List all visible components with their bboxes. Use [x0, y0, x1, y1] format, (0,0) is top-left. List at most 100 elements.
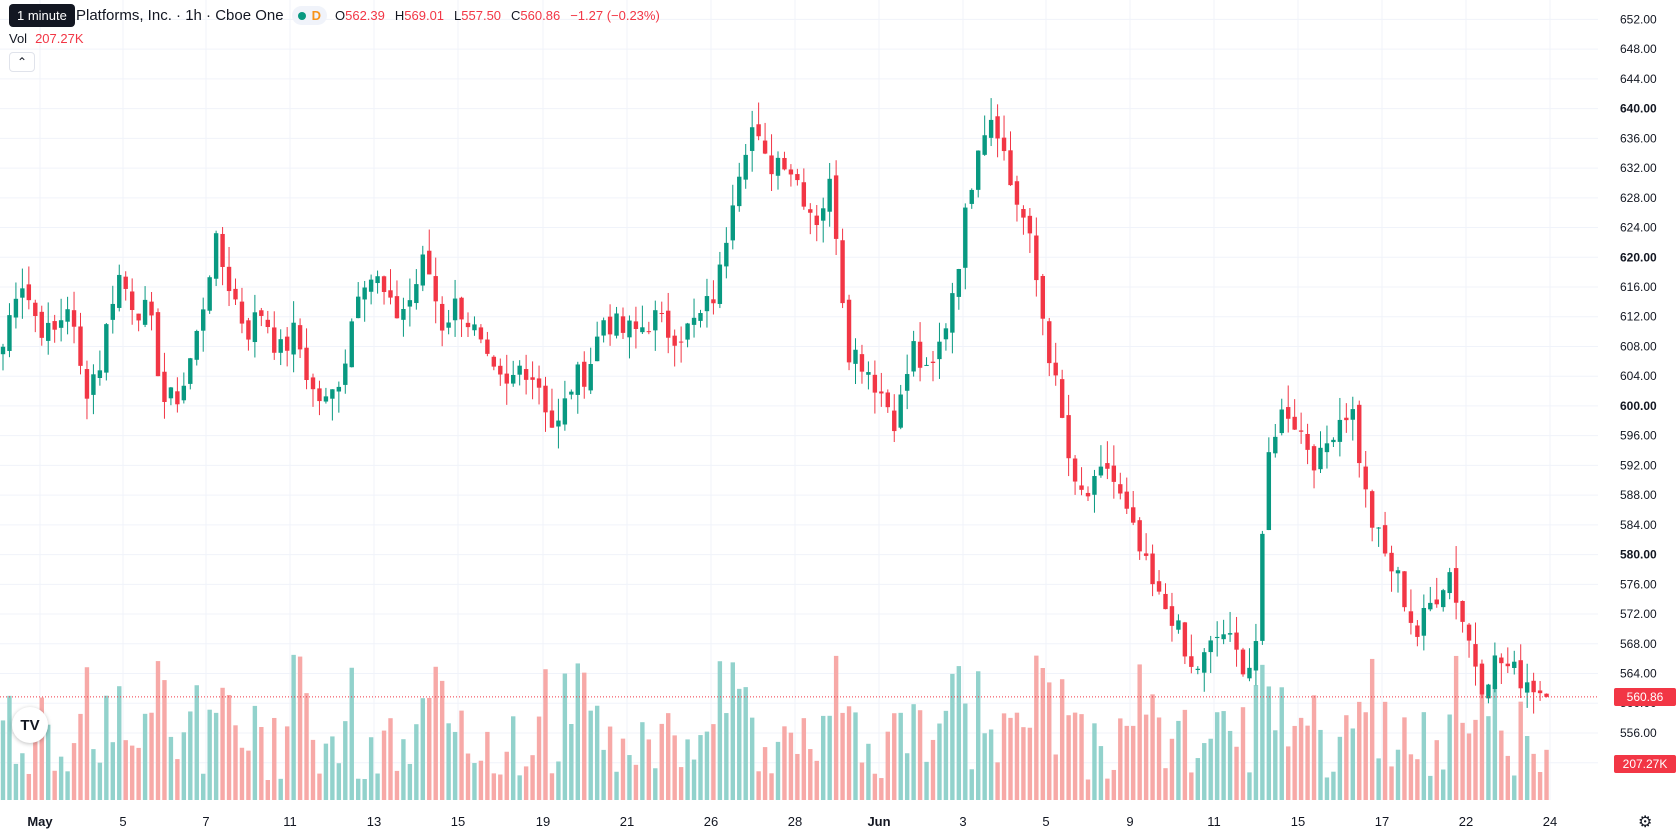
- candle-body: [123, 276, 128, 289]
- time-tick-label: 21: [620, 814, 634, 829]
- volume-bar: [833, 655, 839, 800]
- volume-bar: [976, 671, 981, 800]
- ohlc-values: O562.39 H569.01 L557.50 C560.86 −1.27 (−…: [335, 8, 660, 23]
- volume-bar: [969, 769, 974, 800]
- volume-bar: [142, 713, 148, 800]
- volume-bar: [1512, 775, 1517, 800]
- volume-bar: [1544, 749, 1549, 800]
- price-tick-label: 592.00: [1620, 458, 1657, 472]
- volume-bar: [1040, 668, 1045, 800]
- volume-bar: [1047, 682, 1052, 800]
- time-tick-label: 5: [1042, 814, 1049, 829]
- tradingview-logo[interactable]: TV: [12, 707, 48, 743]
- candle-body: [97, 370, 103, 379]
- candle-body: [1505, 663, 1510, 667]
- volume-bar: [117, 686, 122, 800]
- price-tick-label: 624.00: [1620, 221, 1657, 235]
- time-tick-label: May: [27, 814, 53, 829]
- status-badges[interactable]: D: [291, 6, 327, 25]
- candle-body: [175, 391, 180, 405]
- volume-bar: [769, 773, 774, 800]
- volume-bar: [930, 739, 936, 800]
- candle-body: [317, 388, 322, 402]
- volume-bar: [749, 717, 755, 800]
- volume-bar: [123, 740, 128, 800]
- candle-body: [969, 189, 974, 204]
- candle-body: [1428, 602, 1433, 610]
- volume-bar: [853, 712, 858, 800]
- candle-body: [1331, 439, 1336, 443]
- price-tick-label: 584.00: [1620, 518, 1657, 532]
- volume-bar: [1486, 716, 1491, 800]
- candle-body: [853, 349, 858, 364]
- candle-body: [104, 324, 109, 373]
- time-tick-label: 11: [1207, 814, 1221, 829]
- candle-body: [1434, 599, 1439, 605]
- price-tick-label: 652.00: [1620, 12, 1657, 26]
- volume-bar: [297, 656, 303, 800]
- candle-body: [142, 299, 148, 325]
- candle-body: [1479, 663, 1485, 695]
- volume-bar: [1408, 754, 1414, 800]
- candle-body: [239, 301, 245, 324]
- volume-bar: [78, 713, 83, 800]
- candle-body: [724, 242, 729, 267]
- candle-body: [930, 361, 936, 364]
- candle-body: [1421, 607, 1427, 636]
- volume-bar: [536, 716, 542, 800]
- symbol-title[interactable]: Platforms, Inc. · 1h · Cboe One: [76, 7, 284, 24]
- volume-bar: [988, 729, 994, 800]
- candle-body: [1021, 209, 1026, 218]
- chevron-up-icon: ⌃: [16, 55, 28, 69]
- volume-bar: [91, 749, 96, 800]
- candle-body: [226, 266, 232, 292]
- volume-bar: [291, 654, 296, 800]
- volume-bar: [562, 673, 568, 800]
- collapse-legend-button[interactable]: ⌃: [9, 52, 35, 72]
- candle-body: [627, 320, 632, 338]
- volume-bar: [659, 723, 664, 800]
- gear-icon[interactable]: ⚙: [1638, 814, 1653, 831]
- time-tick-label: 17: [1375, 814, 1389, 829]
- volume-bar: [775, 741, 781, 800]
- volume-bar: [110, 742, 115, 800]
- volume-bar: [181, 732, 187, 800]
- volume-bar: [898, 712, 903, 800]
- price-tick-label: 600.00: [1620, 399, 1657, 413]
- candle-body: [1382, 525, 1388, 554]
- volume-bar: [1279, 687, 1284, 800]
- volume-bar: [1524, 736, 1530, 800]
- volume-bar: [678, 767, 684, 800]
- candle-body: [956, 269, 962, 297]
- volume-bar: [672, 735, 677, 800]
- candle-body: [517, 365, 522, 375]
- volume-bar: [284, 726, 290, 800]
- candle-body: [149, 301, 154, 316]
- volume-bar: [1053, 754, 1058, 800]
- candle-body: [549, 410, 555, 428]
- candle-body: [1247, 667, 1252, 679]
- time-tick-label: 28: [788, 814, 802, 829]
- current-volume-label: 207.27K: [1622, 757, 1668, 771]
- volume-bar: [1079, 714, 1084, 800]
- candle-body: [1324, 443, 1330, 453]
- volume-bar: [885, 731, 890, 800]
- candle-body: [717, 264, 723, 304]
- volume-label: Vol: [9, 31, 28, 46]
- candle-body: [362, 287, 367, 300]
- candle-body: [65, 309, 70, 322]
- candle-body: [110, 303, 115, 320]
- volume-bar: [194, 685, 199, 800]
- volume-bar: [1331, 771, 1336, 800]
- volume-bar: [1163, 768, 1168, 800]
- volume-bar: [213, 712, 219, 800]
- candle-body: [459, 297, 464, 320]
- volume-bar: [1150, 694, 1155, 800]
- time-tick-label: 9: [1126, 814, 1133, 829]
- volume-bar: [433, 666, 438, 800]
- volume-bar: [401, 739, 406, 800]
- candle-body: [685, 323, 690, 340]
- candle-body: [33, 302, 38, 316]
- candle-body: [1311, 446, 1317, 471]
